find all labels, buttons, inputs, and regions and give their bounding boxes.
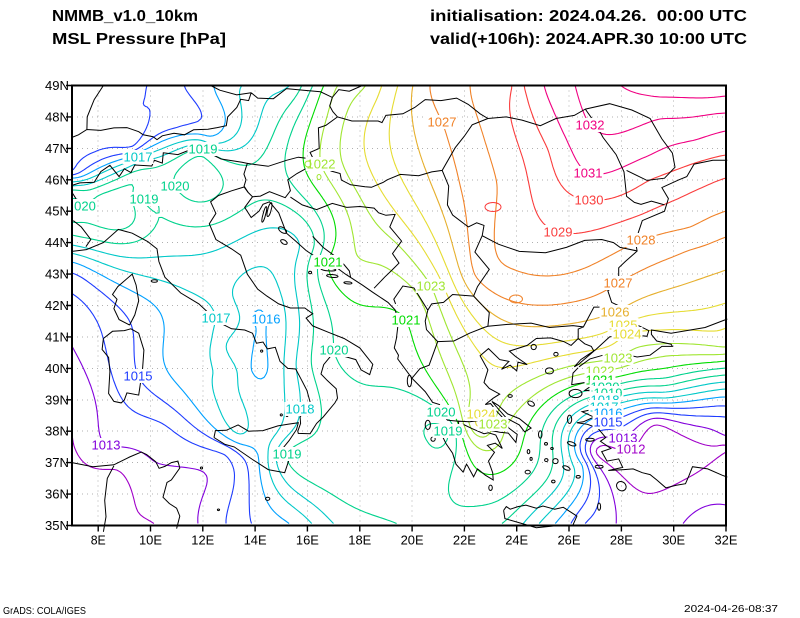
svg-text:47N: 47N [45, 141, 69, 156]
svg-text:44N: 44N [45, 235, 69, 250]
svg-text:39N: 39N [45, 392, 69, 407]
svg-text:32E: 32E [715, 533, 738, 548]
svg-text:1016: 1016 [252, 312, 281, 327]
svg-text:24E: 24E [505, 533, 528, 548]
svg-text:1027: 1027 [428, 115, 457, 130]
svg-text:1026: 1026 [601, 305, 630, 320]
svg-text:46N: 46N [45, 172, 69, 187]
svg-text:14E: 14E [244, 533, 267, 548]
svg-text:initialisation: 2024.04.26. 0: initialisation: 2024.04.26. 00:00 UTC [430, 8, 747, 25]
svg-text:valid(+106h): 2024.APR.30 10:0: valid(+106h): 2024.APR.30 10:00 UTC [430, 31, 747, 48]
svg-text:1019: 1019 [130, 192, 159, 207]
svg-text:1017: 1017 [124, 150, 153, 165]
svg-text:18E: 18E [348, 533, 371, 548]
svg-text:020: 020 [74, 199, 96, 214]
svg-text:1028: 1028 [627, 233, 656, 248]
svg-text:30E: 30E [662, 533, 685, 548]
svg-text:2024-04-26-08:37: 2024-04-26-08:37 [684, 603, 778, 615]
svg-text:1013: 1013 [609, 431, 638, 446]
svg-text:GrADS: COLA/IGES: GrADS: COLA/IGES [3, 605, 86, 617]
svg-text:1015: 1015 [594, 415, 623, 430]
svg-text:1023: 1023 [417, 279, 446, 294]
svg-text:26E: 26E [558, 533, 581, 548]
svg-text:1031: 1031 [574, 166, 603, 181]
svg-text:1020: 1020 [320, 343, 349, 358]
svg-text:38N: 38N [45, 424, 69, 439]
svg-text:43N: 43N [45, 267, 69, 282]
svg-text:41N: 41N [45, 329, 69, 344]
svg-text:1024: 1024 [613, 327, 642, 342]
svg-text:20E: 20E [401, 533, 424, 548]
svg-text:1019: 1019 [434, 424, 463, 439]
svg-text:28E: 28E [610, 533, 633, 548]
svg-text:37N: 37N [45, 455, 69, 470]
svg-text:1017: 1017 [202, 311, 231, 326]
svg-text:NMMB_v1.0_10km: NMMB_v1.0_10km [52, 8, 198, 25]
svg-text:1022: 1022 [307, 157, 336, 172]
svg-text:1030: 1030 [575, 193, 604, 208]
svg-text:10E: 10E [139, 533, 162, 548]
svg-text:1021: 1021 [314, 255, 343, 270]
svg-text:36N: 36N [45, 487, 69, 502]
svg-text:1019: 1019 [273, 447, 302, 462]
svg-text:8E: 8E [91, 533, 106, 548]
svg-text:1012: 1012 [617, 442, 646, 457]
svg-text:1023: 1023 [604, 351, 633, 366]
svg-text:35N: 35N [45, 518, 69, 533]
svg-text:1032: 1032 [576, 118, 605, 133]
svg-text:1015: 1015 [124, 369, 153, 384]
svg-text:1020: 1020 [161, 179, 190, 194]
svg-text:1018: 1018 [286, 402, 315, 417]
svg-text:1029: 1029 [544, 225, 573, 240]
svg-text:49N: 49N [45, 78, 69, 93]
svg-text:42N: 42N [45, 298, 69, 313]
svg-text:16E: 16E [296, 533, 319, 548]
svg-text:45N: 45N [45, 204, 69, 219]
svg-text:1013: 1013 [92, 438, 121, 453]
svg-text:1027: 1027 [604, 276, 633, 291]
svg-text:1023: 1023 [479, 417, 508, 432]
svg-text:1021: 1021 [392, 313, 421, 328]
svg-text:22E: 22E [453, 533, 476, 548]
svg-text:1019: 1019 [189, 142, 218, 157]
svg-text:1020: 1020 [427, 405, 456, 420]
svg-text:48N: 48N [45, 109, 69, 124]
svg-text:MSL Pressure [hPa]: MSL Pressure [hPa] [52, 31, 226, 48]
svg-text:12E: 12E [191, 533, 214, 548]
svg-text:40N: 40N [45, 361, 69, 376]
